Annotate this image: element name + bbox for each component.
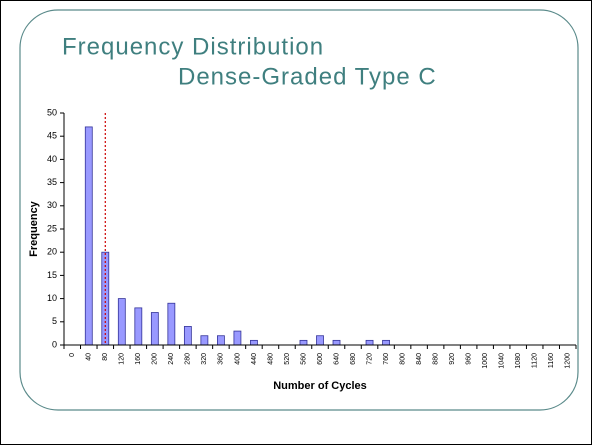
y-tick-label: 5 (52, 316, 57, 326)
y-tick-label: 40 (47, 154, 57, 164)
x-tick-label: 400 (234, 353, 241, 365)
x-tick-label: 960 (465, 353, 472, 365)
chart-subtitle: Dense-Graded Type C (178, 63, 437, 90)
bar (183, 326, 192, 346)
bar (167, 302, 176, 346)
x-axis-label: Number of Cycles (273, 380, 367, 392)
bar (365, 339, 374, 346)
x-tick-label: 40 (86, 353, 93, 361)
x-tick-label: 920 (449, 353, 456, 365)
x-tick-label: 800 (399, 353, 406, 365)
x-tick-label: 360 (218, 353, 225, 365)
x-tick-label: 280 (185, 353, 192, 365)
bar (134, 307, 143, 346)
x-tick-label: 880 (432, 353, 439, 365)
x-tick-label: 200 (152, 353, 159, 365)
bar (332, 339, 341, 346)
y-tick-label: 25 (47, 223, 57, 233)
bar (117, 298, 126, 346)
y-tick-label: 15 (47, 270, 57, 280)
x-tick-label: 80 (102, 353, 109, 361)
x-tick-label: 600 (317, 353, 324, 365)
x-tick-label: 680 (350, 353, 357, 365)
y-tick-label: 0 (52, 339, 57, 349)
y-tick-label: 50 (47, 107, 57, 117)
x-tick-label: 1080 (515, 353, 522, 369)
bar (299, 339, 308, 346)
x-tick-label: 520 (284, 353, 291, 365)
x-tick-label: 1120 (532, 353, 539, 368)
x-tick-label: 760 (383, 353, 390, 365)
x-tick-label: 320 (201, 353, 208, 365)
slide-frame (19, 9, 579, 411)
x-tick-label: 160 (135, 353, 142, 365)
bar (233, 330, 242, 346)
y-tick-label: 10 (47, 293, 57, 303)
y-tick-label: 45 (47, 131, 57, 141)
x-tick-label: 1160 (548, 353, 555, 368)
bar (84, 126, 93, 346)
x-tick-label: 1000 (482, 353, 489, 369)
bar (217, 335, 225, 346)
bar (382, 339, 390, 346)
x-tick-label: 0 (69, 353, 76, 357)
chart-title: Frequency Distribution (62, 33, 324, 60)
bar (250, 339, 258, 346)
y-tick-label: 35 (47, 177, 57, 187)
x-tick-label: 640 (333, 353, 340, 365)
bar (150, 312, 159, 346)
x-tick-label: 240 (168, 353, 175, 365)
y-tick-label: 30 (47, 200, 57, 210)
x-tick-label: 840 (416, 353, 423, 365)
y-tick-label: 20 (47, 247, 57, 257)
x-tick-label: 440 (251, 353, 258, 365)
x-tick-label: 1040 (499, 353, 506, 369)
x-tick-label: 560 (300, 353, 307, 365)
x-tick-label: 120 (119, 353, 126, 365)
x-tick-label: 480 (267, 353, 274, 365)
x-tick-label: 1200 (565, 353, 572, 369)
bar (200, 335, 209, 346)
bar (316, 335, 324, 346)
x-tick-label: 720 (366, 353, 373, 365)
y-axis-label: Frequency (28, 200, 40, 257)
